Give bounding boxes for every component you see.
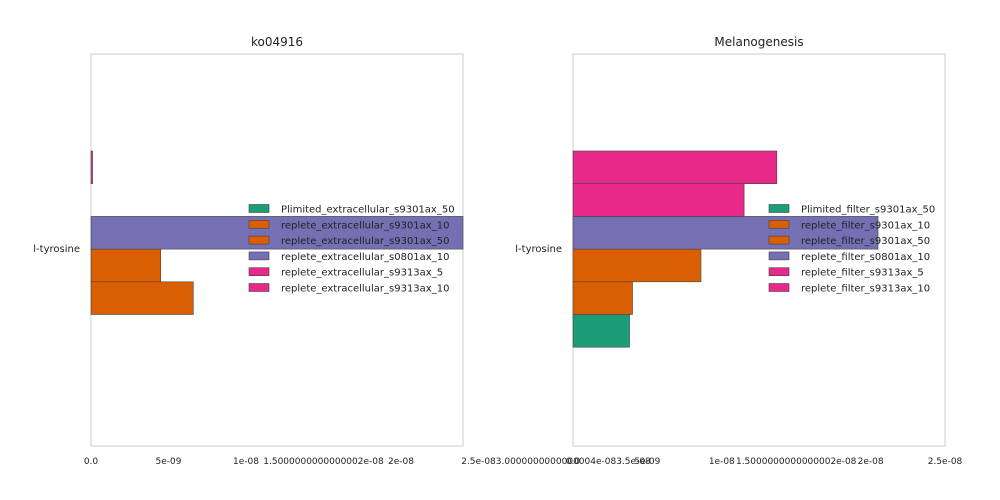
legend-label: replete_filter_s0801ax_10	[801, 252, 930, 263]
x-tick-label: 0.0	[566, 457, 581, 467]
legend-swatch	[248, 235, 270, 245]
x-tick-label: 1.5000000000000002e-08	[263, 457, 384, 467]
bar-replete_extracellular_s9301ax_50	[90, 281, 194, 315]
x-tick-label: 1.5000000000000002e-08	[736, 457, 857, 467]
y-tick-label: l-tyrosine	[33, 244, 80, 255]
x-tick-label: 2e-08	[388, 457, 414, 467]
legend-label: Plimited_filter_s9301ax_50	[801, 205, 935, 216]
bar-replete_extracellular_s0801ax_10	[90, 216, 464, 250]
x-tick-label: 3.0000000000000004e-08	[496, 457, 617, 467]
chart-title: ko04916	[251, 35, 303, 49]
legend-swatch	[248, 283, 270, 292]
chart-title: Melanogenesis	[714, 35, 803, 49]
legend-label: Plimited_extracellular_s9301ax_50	[281, 205, 455, 216]
bar-Plimited_filter_s9301ax_50	[572, 314, 630, 348]
legend-swatch	[768, 235, 790, 245]
bar-replete_filter_s9313ax_5	[572, 183, 745, 217]
chart-panel-2: Melanogenesis l-tyrosine 0.0 5e-09 1e-08 1.50…	[515, 35, 962, 467]
legend-swatch	[248, 267, 270, 277]
legend-swatch	[768, 251, 790, 261]
chart-panel-1: ko04916 l-tyrosine 0.0 5e-09 1e-08 1.50000000…	[33, 35, 651, 467]
x-tick-label: 0.0	[84, 457, 99, 467]
x-tick-label: 1e-08	[709, 457, 735, 467]
legend-label: replete_extracellular_s9313ax_10	[281, 284, 449, 295]
bar-replete_extracellular_s9301ax_10	[90, 248, 162, 283]
legend-label: replete_filter_s9301ax_10	[801, 220, 930, 231]
bar-replete_filter_s9313ax_10	[572, 150, 778, 185]
legend-label: replete_extracellular_s9301ax_10	[281, 220, 449, 231]
x-tick-label: 2e-08	[858, 457, 884, 467]
legend-swatch	[248, 251, 270, 261]
y-tick-label: l-tyrosine	[515, 244, 562, 255]
x-tick-label: 3.5e-08	[616, 457, 651, 467]
x-tick-label: 5e-09	[156, 457, 182, 467]
bar-replete_extracellular_s9313ax_10	[90, 150, 93, 185]
legend-swatch	[768, 204, 790, 213]
x-tick-label: 2.5e-08	[461, 457, 496, 467]
legend-swatch	[248, 204, 270, 213]
legend-label: replete_extracellular_s9313ax_5	[281, 268, 443, 279]
x-tick-label: 2.5e-08	[928, 457, 963, 467]
bar-replete_filter_s9301ax_50	[572, 281, 633, 315]
legend-swatch	[768, 267, 790, 277]
x-tick-label: 5e-09	[634, 457, 660, 467]
legend-label: replete_filter_s9313ax_5	[801, 268, 924, 279]
legend-label: replete_extracellular_s0801ax_10	[281, 252, 449, 263]
legend-swatch	[248, 220, 270, 229]
legend-label: replete_filter_s9301ax_50	[801, 236, 930, 247]
x-tick-label: 1e-08	[233, 457, 259, 467]
bar-replete_filter_s9301ax_10	[572, 248, 702, 283]
legend-label: replete_extracellular_s9301ax_50	[281, 236, 449, 247]
legend-label: replete_filter_s9313ax_10	[801, 284, 930, 295]
bar-replete_filter_s0801ax_10	[572, 216, 879, 250]
legend-swatch	[768, 220, 790, 229]
legend-swatch	[768, 283, 790, 292]
